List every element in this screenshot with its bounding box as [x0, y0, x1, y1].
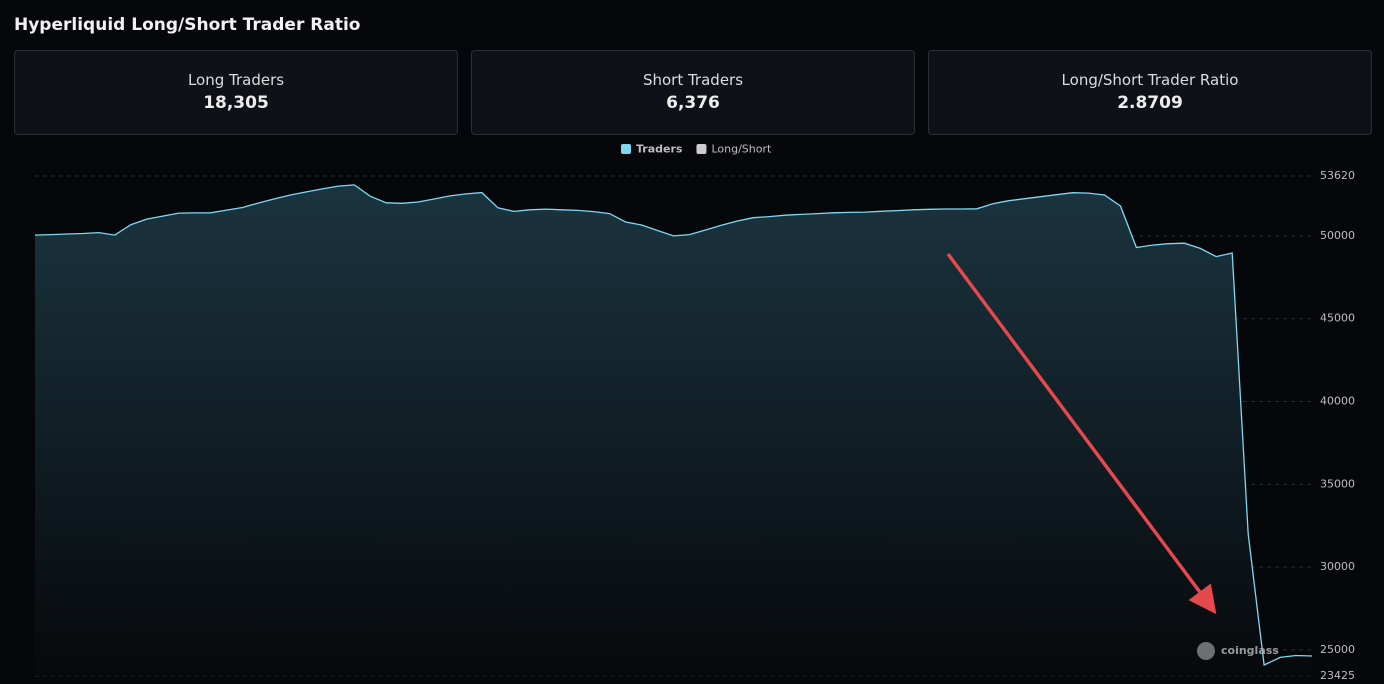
card-value: 2.8709: [1117, 93, 1183, 113]
legend-swatch: [621, 144, 631, 154]
y-tick-label: 40000: [1320, 395, 1355, 408]
y-tick-label: 23425: [1320, 669, 1355, 682]
stat-card: Long/Short Trader Ratio 2.8709: [928, 50, 1372, 135]
legend-label[interactable]: Traders: [636, 143, 683, 156]
line: [34, 184, 1313, 666]
y-tick-label: 30000: [1320, 560, 1355, 573]
annotation-arrow: [946, 252, 1217, 615]
watermark: coinglass: [1197, 642, 1279, 660]
legend-swatch: [696, 144, 707, 154]
card-label: Long/Short Trader Ratio: [1061, 71, 1239, 89]
y-tick-label: 25000: [1320, 643, 1355, 656]
y-tick-label: 45000: [1320, 312, 1355, 325]
card-label: Short Traders: [642, 71, 744, 89]
watermark-icon: [1197, 642, 1215, 660]
watermark-text: coinglass: [1221, 644, 1279, 657]
card-label: Long Traders: [187, 71, 285, 89]
page-title: Hyperliquid Long/Short Trader Ratio: [14, 15, 361, 35]
stat-card: Short Traders 6,376: [471, 50, 915, 135]
y-tick-label: 35000: [1320, 477, 1355, 490]
y-tick-label: 50000: [1320, 229, 1355, 242]
y-tick-label: 53620: [1320, 169, 1355, 182]
legend-label[interactable]: Long/Short: [711, 143, 772, 156]
card-value: 18,305: [203, 93, 269, 113]
card-value: 6,376: [666, 93, 720, 113]
stat-card: Long Traders 18,305: [14, 50, 458, 135]
area: [35, 184, 1312, 676]
